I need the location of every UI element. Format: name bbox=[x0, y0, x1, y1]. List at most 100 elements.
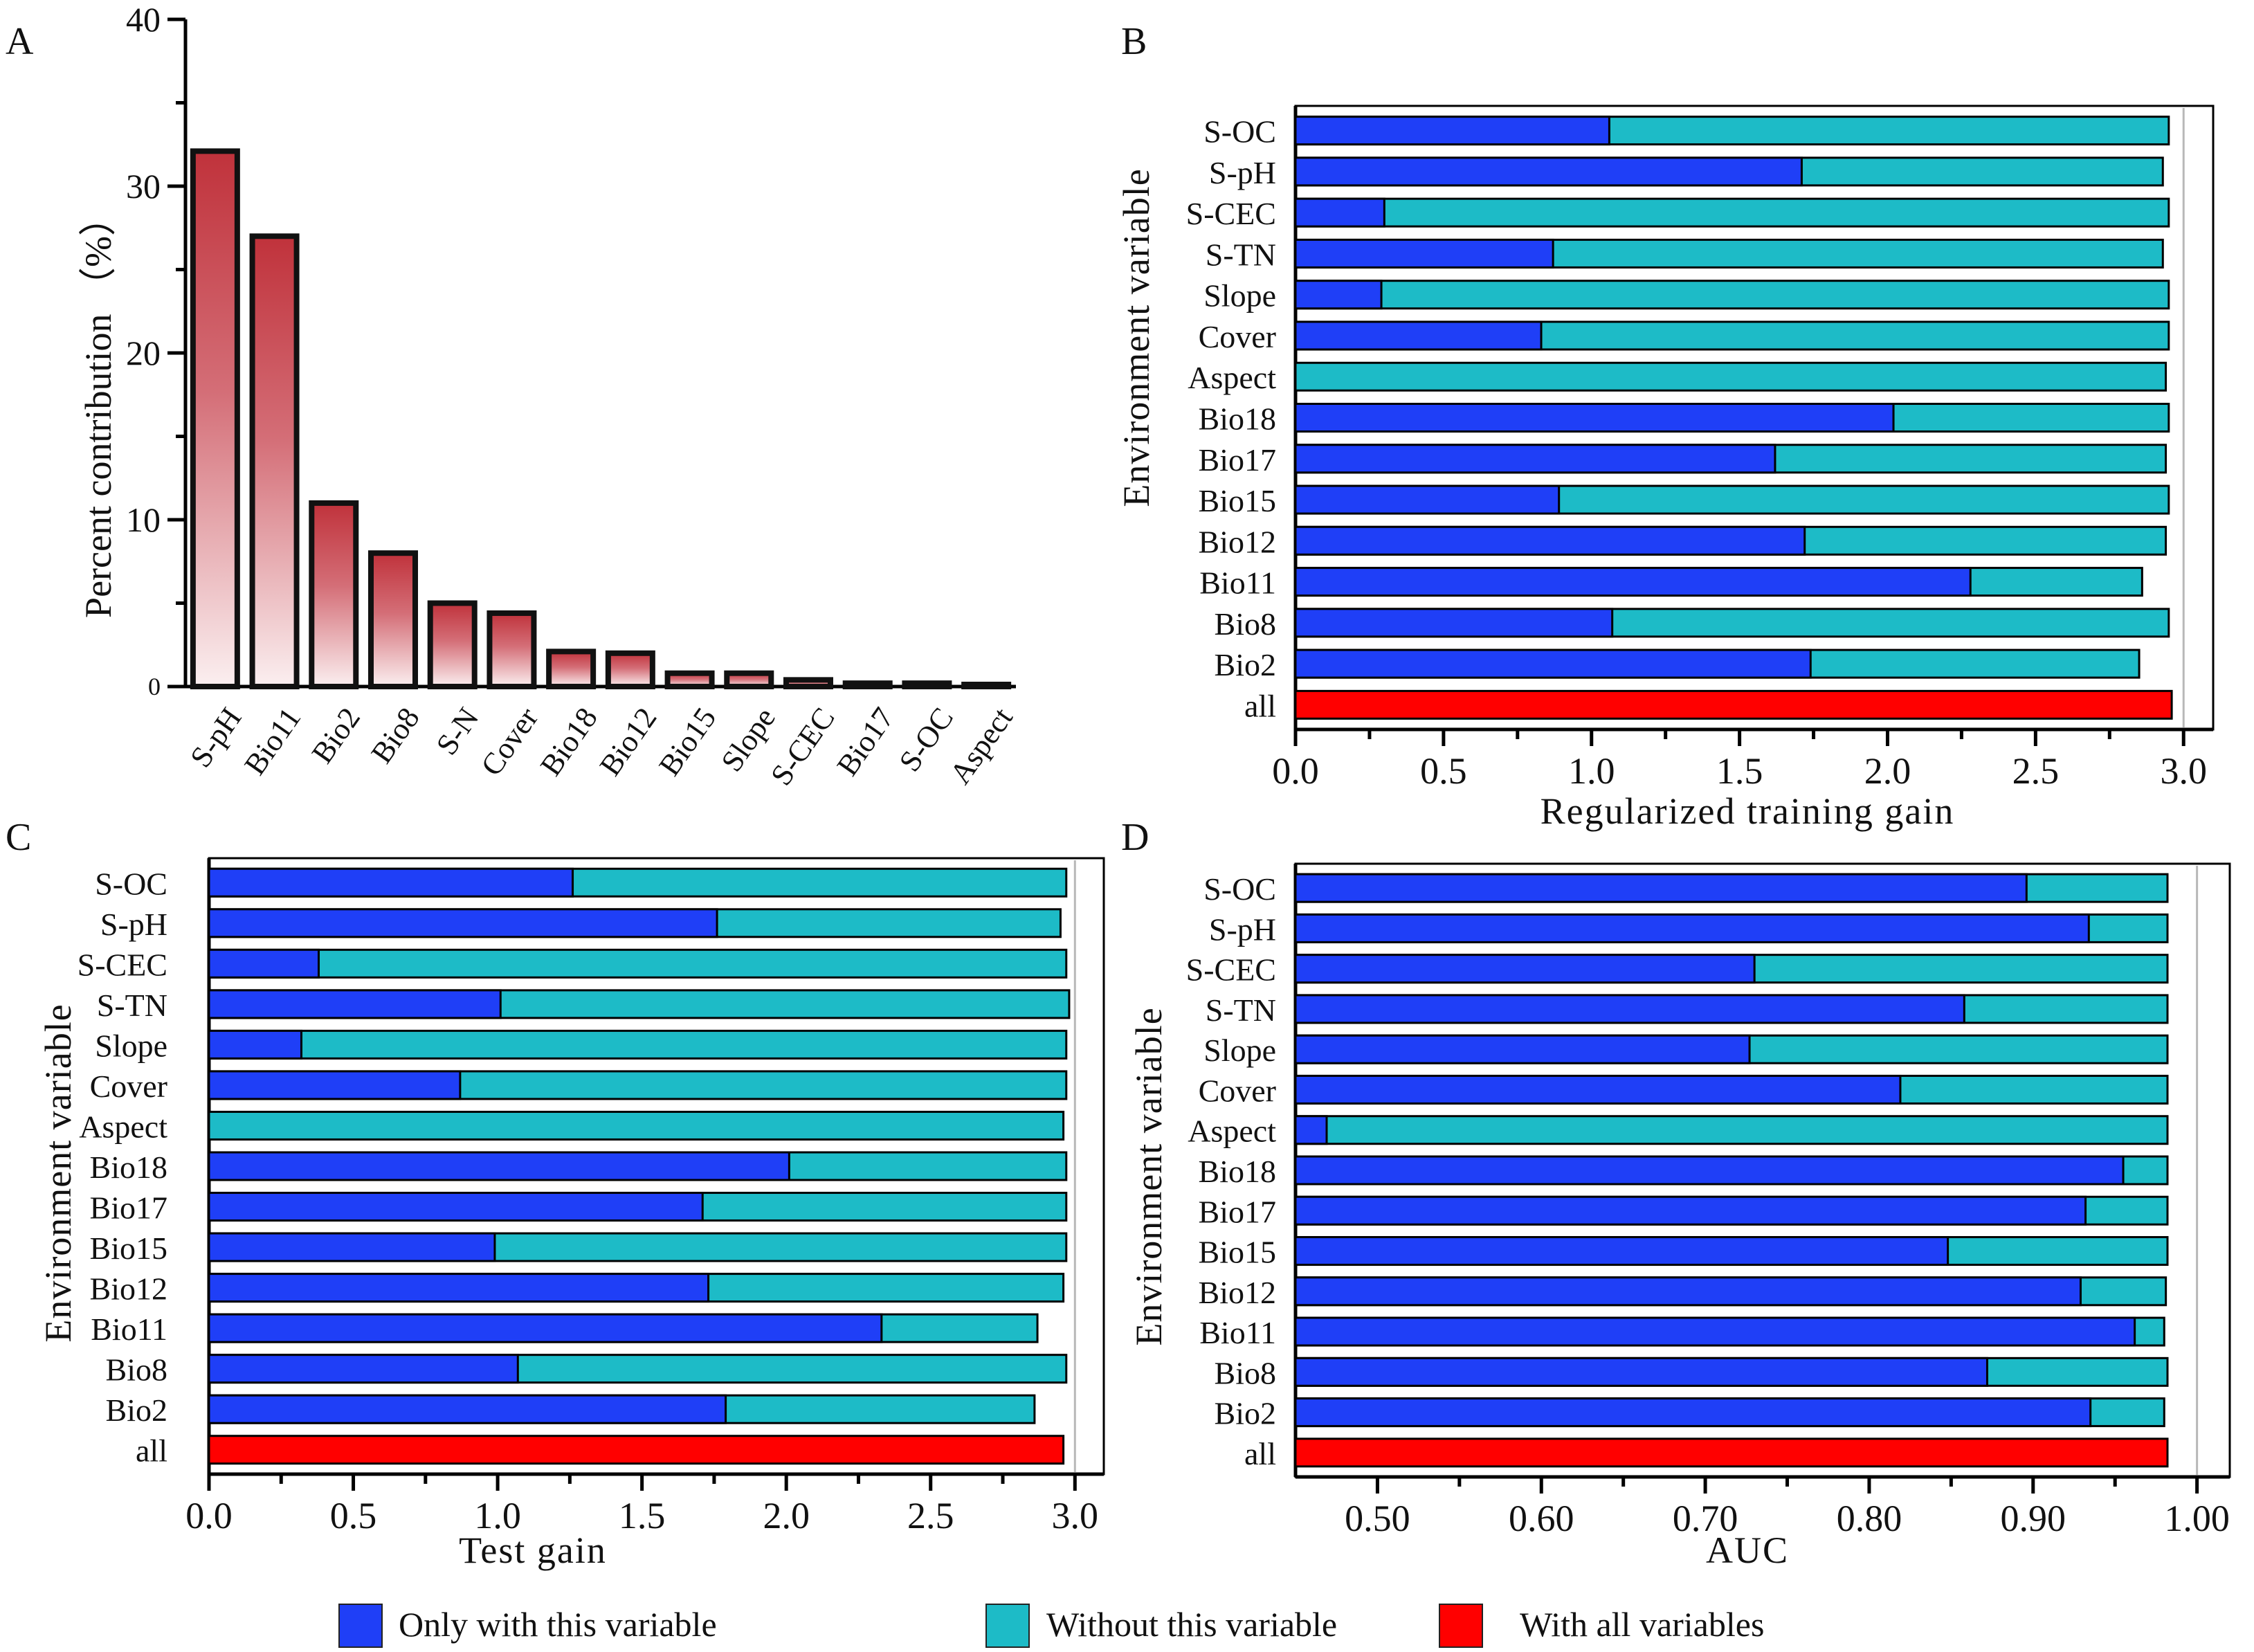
panel-b-x-tick-label: 1.0 bbox=[1568, 750, 1615, 792]
panel-b-y-tick-label: Bio12 bbox=[1199, 524, 1276, 559]
panel-c-bar-only-s-cec bbox=[208, 948, 320, 979]
panel-a-bar-s-cec bbox=[783, 677, 833, 689]
legend: Only with this variable Without this var… bbox=[338, 1604, 1764, 1648]
panel-d-x-tick-label: 1.00 bbox=[2164, 1498, 2230, 1539]
panel-d-bar-only-bio17 bbox=[1294, 1195, 2087, 1226]
legend-label-without: Without this variable bbox=[1046, 1605, 1337, 1644]
panel-b-bar-without-s-cec bbox=[1294, 197, 2170, 228]
panel-d-bar-only-s-tn bbox=[1294, 994, 1965, 1024]
panel-c-y-tick-label: Bio18 bbox=[90, 1150, 167, 1185]
panel-b-y-tick-label: Bio17 bbox=[1199, 442, 1276, 478]
panel-d-y-tick-label: Slope bbox=[1203, 1033, 1276, 1068]
panel-b-bar-only-cover bbox=[1294, 320, 1543, 351]
panel-c-bar-only-s-tn bbox=[208, 989, 502, 1019]
panel-c-x-tick-label: 0.5 bbox=[330, 1495, 377, 1536]
panel-a-x-tick-label: S-N bbox=[430, 702, 486, 761]
panel-c-bar-without-s-cec bbox=[208, 948, 1068, 979]
panel-c-bar-only-bio18 bbox=[208, 1151, 790, 1181]
panel-c-bar-only-bio15 bbox=[208, 1232, 496, 1262]
panel-b-bar-only-bio18 bbox=[1294, 403, 1895, 433]
panel-d-x-tick-label: 0.70 bbox=[1673, 1498, 1738, 1539]
panel-label-a: A bbox=[6, 20, 34, 63]
panel-c-y-tick-label: Slope bbox=[95, 1028, 167, 1063]
panel-b-bar-without-slope bbox=[1294, 280, 2170, 310]
panel-b-x-tick-label: 1.5 bbox=[1716, 750, 1763, 792]
panel-a-bar-bio15 bbox=[664, 670, 715, 689]
panel-b-y-tick-label: Aspect bbox=[1188, 360, 1276, 395]
panel-d-bar-only-aspect bbox=[1294, 1115, 1328, 1145]
panel-a-x-tick-label: S-CEC bbox=[764, 702, 842, 792]
panel-c-y-tick-label: Bio2 bbox=[106, 1392, 167, 1428]
panel-d-bar-only-bio18 bbox=[1294, 1155, 2125, 1186]
panel-c-bar-only-s-ph bbox=[208, 908, 718, 938]
panel-a-y-tick-label: 0 bbox=[148, 673, 161, 700]
panel-a-y-tick-label: 30 bbox=[126, 167, 161, 206]
panel-d-y-tick-label: Bio18 bbox=[1199, 1154, 1276, 1189]
panel-a-bar-cover bbox=[487, 610, 537, 690]
panel-a-x-tick-label: Bio8 bbox=[365, 702, 426, 770]
panel-d-bar-only-s-oc bbox=[1294, 873, 2028, 903]
panel-b-y-tick-label: Bio11 bbox=[1199, 565, 1276, 601]
panel-a-y-axis-title: Percent contribution （%） bbox=[78, 199, 119, 618]
panel-a-x-tick-label: Bio11 bbox=[237, 702, 307, 781]
panel-b-x-axis-title: Regularized training gain bbox=[1540, 790, 1955, 832]
panel-c-bar-only-slope bbox=[208, 1029, 302, 1060]
panel-d-bar-only-slope bbox=[1294, 1034, 1751, 1064]
panel-c-y-tick-label: Bio17 bbox=[90, 1190, 167, 1226]
panel-b-bar-only-bio11 bbox=[1294, 567, 1972, 597]
panel-c-y-tick-label: Cover bbox=[90, 1069, 167, 1104]
panel-d-y-tick-label: S-TN bbox=[1206, 992, 1276, 1028]
legend-label-only: Only with this variable bbox=[399, 1605, 717, 1644]
panel-b-x-tick-label: 0.0 bbox=[1272, 750, 1319, 792]
panel-c-test-gain-chart: 0.0 0.5 1.0 1.5 2.0 2.5 3.0 Test gain Environmen… bbox=[37, 857, 1105, 1571]
panel-d-y-tick-label: Bio11 bbox=[1199, 1315, 1276, 1350]
panel-label-c: C bbox=[6, 816, 31, 859]
panel-c-bar-only-bio2 bbox=[208, 1394, 727, 1424]
panel-c-y-tick-label: S-TN bbox=[97, 988, 167, 1023]
panel-a-bar-bio2 bbox=[309, 500, 359, 690]
panel-a-x-tick-label: Bio12 bbox=[593, 702, 664, 782]
panel-a-bar-s-n bbox=[427, 600, 478, 689]
panel-d-bar-only-bio15 bbox=[1294, 1236, 1949, 1267]
panel-b-x-tick-label: 3.0 bbox=[2160, 750, 2207, 792]
panel-b-bar-without-aspect bbox=[1294, 361, 2167, 392]
panel-b-y-tick-label: S-CEC bbox=[1186, 196, 1276, 231]
panel-c-x-tick-label: 2.0 bbox=[763, 1495, 810, 1536]
panel-c-x-tick-label: 2.5 bbox=[907, 1495, 954, 1536]
panel-b-bar-only-s-tn bbox=[1294, 238, 1554, 269]
panel-d-bar-only-bio8 bbox=[1294, 1356, 1988, 1387]
panel-a-x-tick-label: Bio2 bbox=[305, 702, 367, 770]
legend-swatch-only bbox=[338, 1604, 383, 1648]
panel-b-y-tick-label: Bio15 bbox=[1199, 483, 1276, 518]
legend-swatch-all bbox=[1439, 1604, 1483, 1648]
panel-a-x-tick-label: Cover bbox=[474, 701, 545, 781]
panel-b-bar-all-all bbox=[1294, 689, 2173, 720]
panel-a-bar-aspect bbox=[961, 682, 1012, 689]
panel-a-bar-bio18 bbox=[546, 648, 597, 690]
panel-d-x-tick-label: 0.80 bbox=[1837, 1498, 1902, 1539]
panel-b-bar-only-bio8 bbox=[1294, 608, 1614, 638]
panel-c-x-tick-label: 1.5 bbox=[619, 1495, 666, 1536]
panel-b-y-tick-label: Slope bbox=[1203, 278, 1276, 314]
panel-d-y-tick-label: Bio2 bbox=[1215, 1396, 1276, 1431]
panel-c-y-tick-label: Aspect bbox=[79, 1109, 167, 1144]
panel-label-b: B bbox=[1121, 20, 1147, 63]
panel-b-x-tick-label: 0.5 bbox=[1420, 750, 1467, 792]
panel-c-y-tick-label: Bio15 bbox=[90, 1231, 167, 1266]
panel-c-y-tick-label: all bbox=[136, 1433, 167, 1469]
panel-a-bar-bio11 bbox=[249, 233, 300, 689]
panel-c-y-tick-label: Bio8 bbox=[106, 1352, 167, 1388]
panel-c-y-tick-label: S-pH bbox=[100, 907, 167, 942]
panel-d-bar-all-all bbox=[1294, 1437, 2169, 1468]
panel-c-bar-only-bio11 bbox=[208, 1313, 883, 1343]
panel-a-bar-bio17 bbox=[842, 680, 893, 689]
panel-b-bar-only-slope bbox=[1294, 280, 1383, 310]
legend-swatch-without bbox=[985, 1604, 1030, 1648]
panel-d-bar-only-bio12 bbox=[1294, 1276, 2082, 1307]
panel-a-bar-s-oc bbox=[902, 680, 952, 689]
panel-b-bar-only-s-ph bbox=[1294, 156, 1803, 187]
panel-c-x-tick-label: 0.0 bbox=[185, 1495, 233, 1536]
panel-b-x-tick-label: 2.5 bbox=[2012, 750, 2060, 792]
